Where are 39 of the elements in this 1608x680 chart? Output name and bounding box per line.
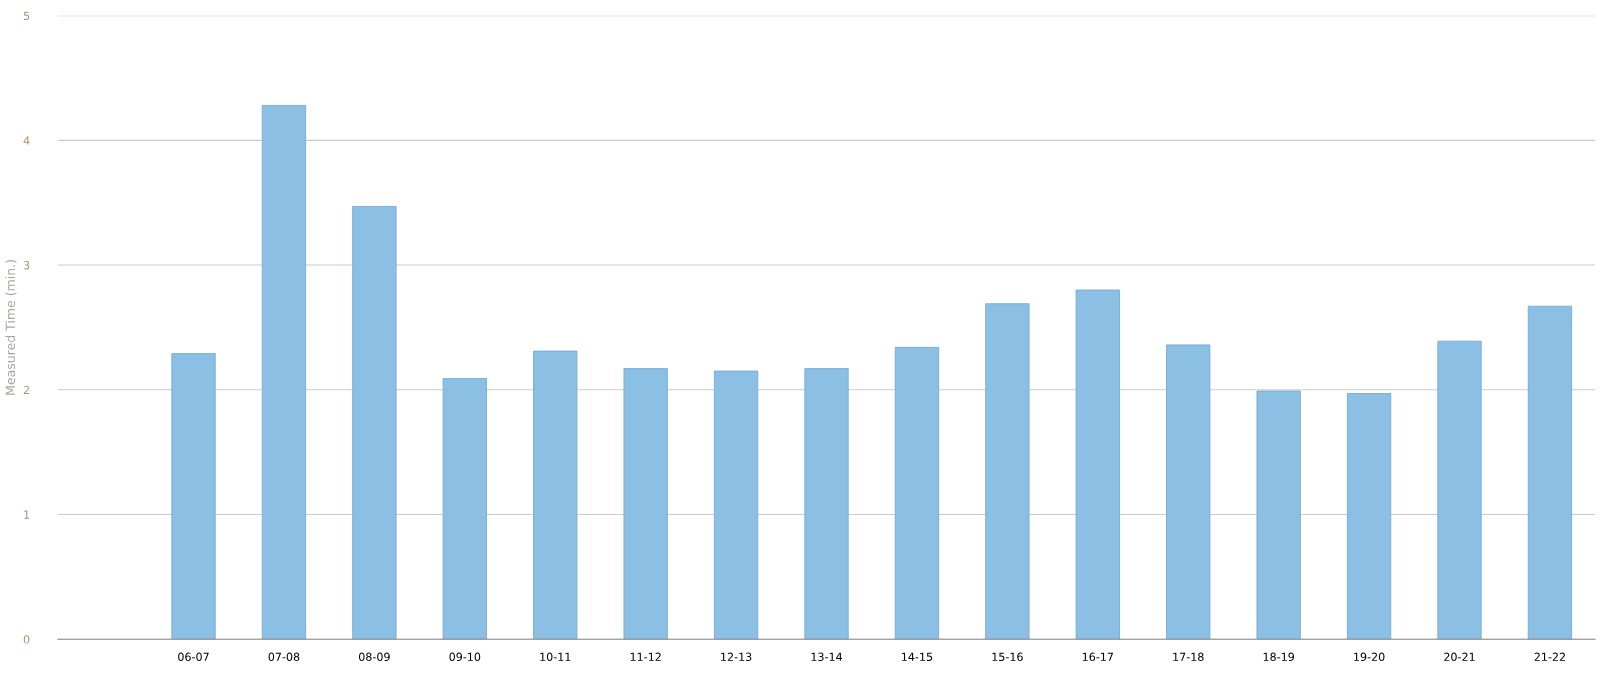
x-tick-label: 07-08 xyxy=(268,652,300,661)
bar xyxy=(352,206,397,640)
bar xyxy=(1075,289,1120,640)
x-tick-label: 11-12 xyxy=(630,652,661,661)
x-tick-label: 19-20 xyxy=(1354,652,1385,661)
bar xyxy=(1256,390,1301,640)
y-tick-label: 1 xyxy=(24,510,30,519)
x-tick-label: 17-18 xyxy=(1173,652,1204,661)
x-tick-label: 10-11 xyxy=(540,652,571,661)
bar xyxy=(713,370,759,640)
bar xyxy=(533,350,578,640)
x-tick-label: 20-21 xyxy=(1444,652,1475,661)
y-tick-label: 2 xyxy=(23,385,29,394)
bar xyxy=(985,303,1030,640)
y-tick-label: 4 xyxy=(23,136,30,145)
y-tick-label: 5 xyxy=(23,11,30,21)
x-tick-label: 09-10 xyxy=(449,652,481,661)
bar xyxy=(1527,305,1573,640)
bar xyxy=(1166,344,1211,640)
x-tick-label: 14-15 xyxy=(902,652,933,661)
bar xyxy=(623,368,668,640)
y-tick-label: 0 xyxy=(23,635,30,644)
x-tick-label: 13-14 xyxy=(811,652,843,661)
x-tick-label: 16-17 xyxy=(1082,652,1113,661)
y-tick-label: 3 xyxy=(23,261,30,270)
bar xyxy=(1346,393,1392,640)
bar xyxy=(804,368,849,640)
y-axis-title: Measured Time (min.) xyxy=(5,260,17,395)
x-tick-label: 08-09 xyxy=(358,652,390,661)
bar xyxy=(1437,340,1482,640)
x-tick-label: 18-19 xyxy=(1263,652,1295,661)
x-tick-label: 06-07 xyxy=(178,652,209,661)
x-tick-label: 12-13 xyxy=(721,652,752,661)
bar xyxy=(442,378,487,640)
bar xyxy=(894,346,940,640)
bar xyxy=(261,105,307,640)
x-tick-label: 15-16 xyxy=(992,652,1023,661)
bar xyxy=(171,353,216,640)
x-tick-label: 21-22 xyxy=(1534,652,1565,661)
